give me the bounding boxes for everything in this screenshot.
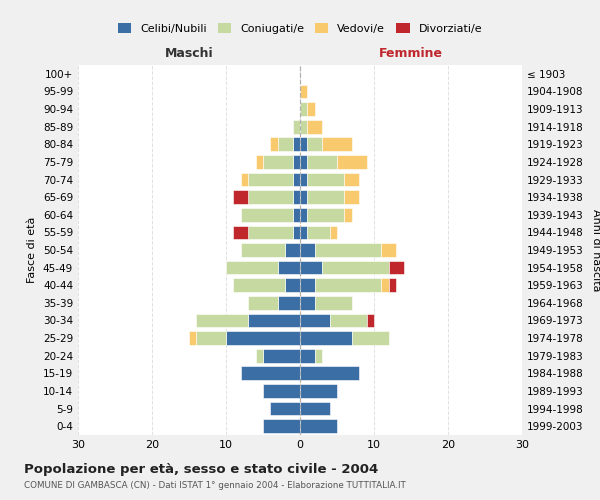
Y-axis label: Fasce di età: Fasce di età — [28, 217, 37, 283]
Bar — [307, 138, 322, 151]
Text: Femmine: Femmine — [379, 46, 443, 60]
Bar — [382, 278, 389, 292]
Bar — [300, 331, 352, 345]
Text: Popolazione per età, sesso e stato civile - 2004: Popolazione per età, sesso e stato civil… — [24, 462, 378, 475]
Bar — [329, 226, 337, 239]
Bar — [241, 243, 285, 257]
Bar — [300, 155, 307, 169]
Bar — [307, 102, 315, 116]
Bar — [241, 172, 248, 186]
Bar — [189, 331, 196, 345]
Bar — [263, 349, 300, 362]
Bar — [300, 260, 322, 274]
Bar — [263, 420, 300, 433]
Bar — [337, 155, 367, 169]
Bar — [389, 260, 404, 274]
Bar — [300, 208, 307, 222]
Bar — [256, 349, 263, 362]
Bar — [322, 260, 389, 274]
Bar — [248, 172, 293, 186]
Bar — [352, 331, 389, 345]
Bar — [307, 155, 337, 169]
Bar — [233, 278, 285, 292]
Bar — [300, 366, 359, 380]
Bar — [300, 420, 337, 433]
Bar — [233, 190, 248, 204]
Bar — [263, 155, 293, 169]
Bar — [226, 260, 278, 274]
Text: Maschi: Maschi — [164, 46, 214, 60]
Bar — [307, 172, 344, 186]
Bar — [278, 138, 293, 151]
Bar — [307, 208, 344, 222]
Bar — [300, 172, 307, 186]
Bar — [233, 226, 248, 239]
Bar — [285, 278, 300, 292]
Bar — [293, 208, 300, 222]
Bar — [300, 226, 307, 239]
Bar — [329, 314, 367, 328]
Text: COMUNE DI GAMBASCA (CN) - Dati ISTAT 1° gennaio 2004 - Elaborazione TUTTITALIA.I: COMUNE DI GAMBASCA (CN) - Dati ISTAT 1° … — [24, 481, 406, 490]
Bar — [382, 243, 396, 257]
Bar — [307, 190, 344, 204]
Bar — [248, 190, 293, 204]
Bar — [293, 190, 300, 204]
Bar — [293, 155, 300, 169]
Bar — [248, 296, 278, 310]
Bar — [367, 314, 374, 328]
Bar — [300, 190, 307, 204]
Bar — [256, 155, 263, 169]
Bar — [300, 314, 329, 328]
Bar — [389, 278, 396, 292]
Bar — [278, 260, 300, 274]
Bar — [196, 331, 226, 345]
Bar — [315, 296, 352, 310]
Bar — [300, 296, 315, 310]
Bar — [300, 243, 315, 257]
Bar — [285, 243, 300, 257]
Bar — [322, 138, 352, 151]
Bar — [293, 172, 300, 186]
Bar — [300, 102, 307, 116]
Y-axis label: Anni di nascita: Anni di nascita — [590, 209, 600, 291]
Bar — [344, 190, 359, 204]
Bar — [248, 226, 293, 239]
Bar — [293, 120, 300, 134]
Bar — [241, 208, 293, 222]
Bar — [315, 278, 382, 292]
Bar — [293, 226, 300, 239]
Bar — [271, 402, 300, 415]
Bar — [307, 226, 329, 239]
Bar — [344, 172, 359, 186]
Bar — [278, 296, 300, 310]
Bar — [344, 208, 352, 222]
Bar — [300, 138, 307, 151]
Bar — [315, 243, 382, 257]
Bar — [307, 120, 322, 134]
Bar — [300, 384, 337, 398]
Bar — [300, 349, 315, 362]
Bar — [226, 331, 300, 345]
Bar — [241, 366, 300, 380]
Bar — [300, 278, 315, 292]
Bar — [293, 138, 300, 151]
Bar — [271, 138, 278, 151]
Bar — [300, 402, 329, 415]
Bar — [300, 84, 307, 98]
Bar — [248, 314, 300, 328]
Bar — [300, 120, 307, 134]
Bar — [263, 384, 300, 398]
Bar — [196, 314, 248, 328]
Legend: Celibi/Nubili, Coniugati/e, Vedovi/e, Divorziati/e: Celibi/Nubili, Coniugati/e, Vedovi/e, Di… — [113, 19, 487, 38]
Bar — [315, 349, 322, 362]
